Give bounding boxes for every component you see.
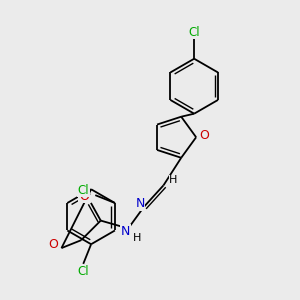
Text: O: O	[79, 190, 89, 202]
Text: H: H	[169, 176, 178, 185]
Text: Cl: Cl	[78, 184, 89, 197]
Text: Cl: Cl	[188, 26, 200, 39]
Text: O: O	[49, 238, 58, 250]
Text: Cl: Cl	[77, 265, 89, 278]
Text: N: N	[121, 225, 130, 238]
Text: N: N	[135, 197, 145, 210]
Text: H: H	[133, 233, 141, 243]
Text: O: O	[199, 129, 209, 142]
